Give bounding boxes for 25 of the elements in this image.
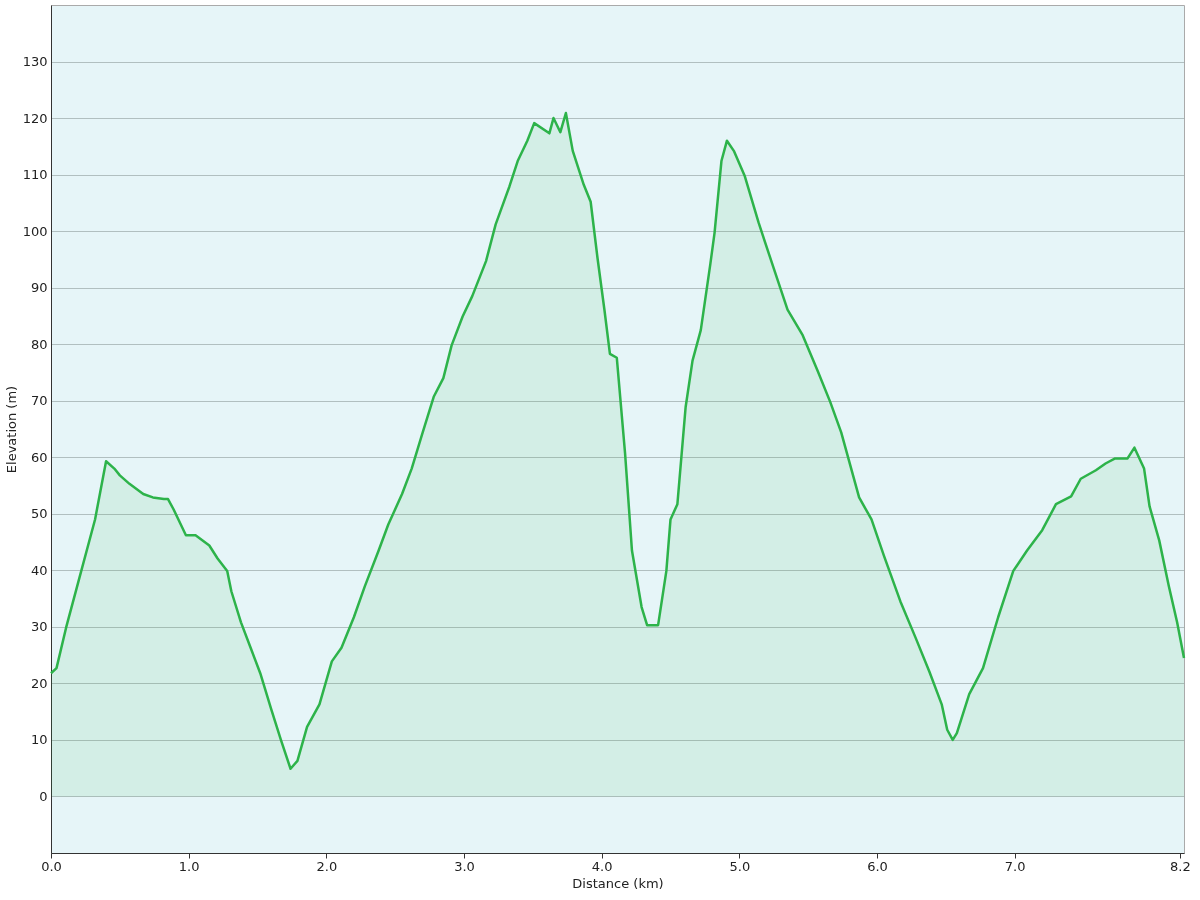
y-tick-label: 40	[30, 562, 48, 578]
y-tick-label: 60	[30, 449, 48, 465]
y-tick-label: 10	[30, 732, 48, 748]
x-axis-title: Distance (km)	[572, 875, 664, 891]
y-tick-label: 100	[22, 223, 48, 239]
y-axis-title: Elevation (m)	[3, 385, 19, 474]
x-tick-label: 0.0	[41, 858, 62, 874]
x-tick-label: 6.0	[867, 858, 888, 874]
y-tick-label: 70	[30, 393, 48, 409]
x-tick-label: 5.0	[729, 858, 751, 874]
x-tick-label: 1.0	[178, 858, 200, 874]
x-tick-label: 2.0	[316, 858, 338, 874]
y-tick-label: 0	[39, 788, 48, 804]
y-tick-label: 130	[22, 54, 48, 70]
x-tick-label: 7.0	[1004, 858, 1026, 874]
x-tick-label: 8.2	[1170, 858, 1191, 874]
x-tick-label: 3.0	[454, 858, 475, 874]
y-tick-label: 50	[30, 506, 48, 522]
y-tick-label: 90	[30, 280, 48, 296]
y-tick-label: 120	[22, 110, 48, 126]
x-tick-label: 4.0	[591, 858, 613, 874]
y-tick-label: 110	[22, 167, 48, 183]
y-tick-label: 80	[30, 336, 48, 352]
y-tick-label: 20	[30, 675, 48, 691]
y-tick-label: 30	[30, 619, 48, 635]
